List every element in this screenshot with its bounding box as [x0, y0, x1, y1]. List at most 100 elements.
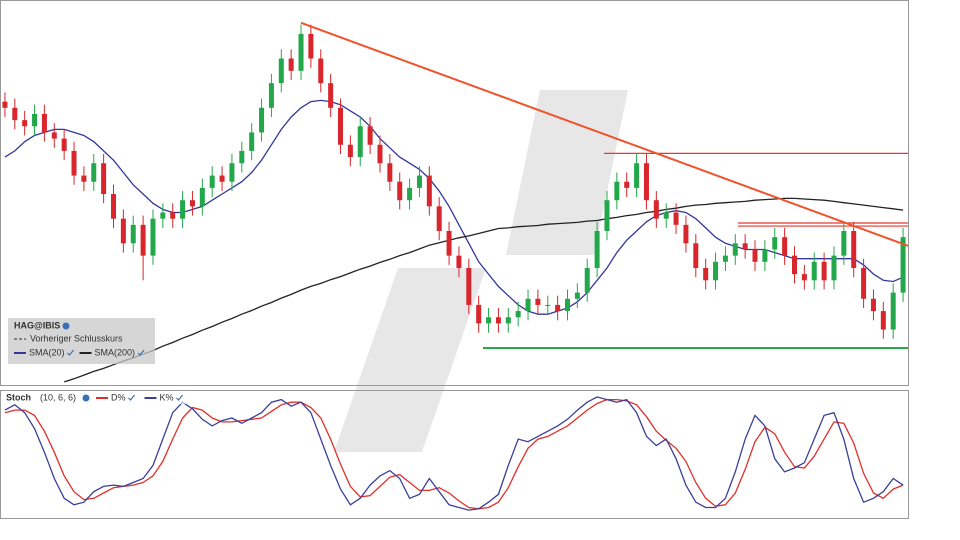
- legend-check: [137, 349, 145, 356]
- candle-body: [841, 231, 847, 256]
- legend-icon: [62, 322, 70, 330]
- candle-body: [249, 132, 255, 151]
- candle-body: [446, 231, 452, 256]
- trend-line: [300, 21, 909, 247]
- candle-body: [308, 33, 314, 59]
- candle-body: [643, 163, 649, 201]
- candle-body: [821, 261, 827, 281]
- labels: HAG@IBIS Vorheriger Schlusskurs SMA(20) SMA…: [1, 318, 201, 404]
- candle-body: [140, 224, 146, 256]
- candle-body: [870, 298, 876, 312]
- candle-body: [762, 249, 768, 262]
- candle-body: [328, 83, 334, 108]
- candle-body: [41, 113, 47, 133]
- candle-body: [209, 175, 215, 188]
- candle-body: [525, 298, 531, 312]
- candle-body: [91, 163, 97, 182]
- candle-body: [831, 255, 837, 281]
- candle-body: [653, 200, 659, 219]
- candle-body: [120, 218, 126, 244]
- candle-body: [101, 163, 107, 195]
- candle-body: [456, 255, 462, 268]
- candle-body: [594, 231, 600, 268]
- candle-body: [604, 200, 610, 231]
- candle-body: [357, 126, 363, 158]
- candle-body: [574, 292, 580, 299]
- watermark-shape: [334, 268, 486, 452]
- panel-subtitle: (10, 6, 6): [40, 392, 76, 402]
- candle-body: [880, 311, 886, 330]
- candle-body: [130, 224, 136, 244]
- candle-body: [318, 58, 324, 84]
- candle-body: [387, 163, 393, 182]
- candle-body: [219, 175, 225, 182]
- candle-body: [426, 175, 432, 207]
- candle-body: [614, 181, 620, 201]
- candle-body: [683, 224, 689, 244]
- candle-body: [732, 243, 738, 256]
- marks: [2, 21, 909, 511]
- candle-body: [22, 120, 28, 127]
- candle-body: [890, 292, 896, 330]
- candle-body: [565, 298, 570, 312]
- stoch-panel-frame: [0, 390, 909, 519]
- candle-body: [377, 144, 383, 164]
- legend-entry: SMA(20): [29, 347, 65, 357]
- candle-body: [811, 261, 817, 281]
- candle-body: [189, 200, 195, 207]
- candle-body: [150, 218, 156, 256]
- candle-body: [555, 304, 561, 312]
- candle-body: [268, 83, 274, 108]
- candle-body: [772, 237, 778, 250]
- candle-body: [515, 311, 521, 318]
- candle-body: [535, 298, 541, 305]
- candle-body: [288, 58, 294, 71]
- candle-body: [624, 181, 630, 188]
- candle-body: [486, 317, 492, 324]
- candle-body: [81, 175, 87, 182]
- candle-body: [782, 237, 788, 256]
- candle-body: [851, 231, 857, 268]
- candle-body: [634, 163, 640, 188]
- legend-entry: K%: [160, 392, 174, 402]
- candle-body: [713, 261, 719, 281]
- candle-body: [367, 126, 373, 145]
- candle-body: [2, 101, 8, 108]
- candle-body: [663, 212, 669, 219]
- candle-body: [170, 212, 176, 219]
- legend-icon: [82, 394, 90, 402]
- candle-body: [278, 58, 284, 84]
- candle-body: [239, 150, 245, 164]
- candle-body: [742, 243, 748, 250]
- candle-body: [12, 107, 18, 121]
- candle-body: [111, 194, 116, 219]
- series-line: [4, 396, 904, 511]
- candle-body: [900, 237, 906, 293]
- legend-entry: D%: [111, 392, 126, 402]
- candle-body: [673, 212, 679, 225]
- candle-body: [792, 255, 797, 275]
- candle-body: [693, 243, 699, 268]
- candle-body: [505, 317, 511, 324]
- candle-body: [347, 144, 353, 158]
- legend-check: [67, 349, 74, 356]
- legend-check: [128, 394, 135, 401]
- candle-body: [180, 200, 186, 219]
- legend-label: Vorheriger Schlusskurs: [30, 333, 123, 343]
- candle-body: [51, 132, 57, 139]
- candle-body: [71, 150, 77, 176]
- candle-body: [199, 187, 205, 207]
- candle-body: [703, 267, 709, 281]
- candle-body: [338, 107, 343, 145]
- legend-entry: SMA(200): [95, 347, 136, 357]
- candle-body: [160, 212, 166, 219]
- candle-body: [476, 304, 482, 324]
- candle-body: [495, 317, 501, 324]
- candle-body: [259, 107, 265, 133]
- candle-body: [298, 33, 304, 71]
- panel-title: Stoch: [6, 392, 31, 402]
- series-line: [64, 197, 904, 383]
